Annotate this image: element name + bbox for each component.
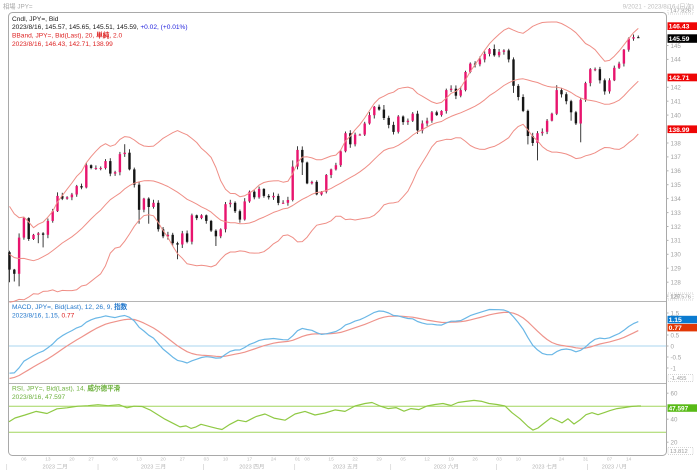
svg-text:|: | [390,465,392,471]
svg-text:14: 14 [626,457,632,463]
svg-text:138: 138 [671,140,682,147]
svg-text:127: 127 [671,293,682,300]
svg-text:145: 145 [671,43,682,50]
svg-text:01: 01 [295,457,301,463]
svg-text:2023/8/16, 146.43, 142.71, 138: 2023/8/16, 146.43, 142.71, 138.99 [12,41,113,48]
svg-text:2023/8/16, 47.597: 2023/8/16, 47.597 [12,394,65,401]
svg-text:20: 20 [69,457,75,463]
svg-text:129: 129 [671,266,682,273]
svg-text:2023 二月: 2023 二月 [43,464,68,471]
svg-text:2023 八月: 2023 八月 [602,464,627,471]
svg-text:2023 五月: 2023 五月 [333,464,358,471]
svg-text:07: 07 [607,457,613,463]
svg-text:40: 40 [671,417,678,424]
svg-text:138.99: 138.99 [669,127,690,134]
svg-text:MACD, JPY=, Bid(Last), 12, 26,: MACD, JPY=, Bid(Last), 12, 26, 9, 指数 [12,302,128,311]
svg-text:26: 26 [472,457,478,463]
svg-text:|: | [587,465,589,471]
svg-text:128: 128 [671,280,682,287]
svg-text:-0.5: -0.5 [671,354,682,361]
svg-text:13.812: 13.812 [670,449,688,455]
svg-text:13: 13 [45,457,51,463]
svg-text:27: 27 [180,457,186,463]
svg-text:|: | [496,465,498,471]
svg-text:2023 六月: 2023 六月 [434,463,459,471]
svg-text:2023/8/16, 145.57, 145.65, 145: 2023/8/16, 145.57, 145.65, 145.51, 145.5… [12,24,188,31]
svg-text:17: 17 [247,457,253,463]
svg-text:相場 JPY=: 相場 JPY= [3,2,33,11]
svg-text:20: 20 [160,457,166,463]
svg-text:142: 142 [671,85,682,92]
svg-text:136: 136 [671,168,682,175]
svg-text:2023/8/16, 1.15, 0.77: 2023/8/16, 1.15, 0.77 [12,313,75,320]
svg-text:-1.455: -1.455 [670,376,686,382]
svg-text:20: 20 [671,440,678,447]
svg-text:1.5: 1.5 [671,310,680,317]
svg-text:132: 132 [671,224,682,231]
svg-text:146.43: 146.43 [669,24,690,31]
svg-text:08: 08 [304,457,310,463]
svg-text:0: 0 [671,343,675,350]
svg-text:142.71: 142.71 [669,75,690,82]
svg-text:144: 144 [671,57,682,64]
svg-text:141: 141 [671,99,682,106]
svg-text:10: 10 [223,457,229,463]
svg-text:31: 31 [583,457,589,463]
svg-text:29: 29 [376,457,382,463]
svg-text:06: 06 [112,457,118,463]
svg-text:19: 19 [448,457,454,463]
svg-text:140: 140 [671,112,682,119]
svg-text:|: | [97,465,99,471]
svg-text:27: 27 [88,457,94,463]
svg-text:147.826: 147.826 [670,9,691,15]
svg-text:60: 60 [671,391,678,398]
svg-text:131: 131 [671,238,682,245]
svg-text:24: 24 [559,457,565,463]
svg-text:0.77: 0.77 [669,325,682,332]
svg-text:2023 七月: 2023 七月 [532,463,557,471]
svg-text:05: 05 [400,457,406,463]
svg-text:130: 130 [671,252,682,259]
svg-text:|: | [203,465,205,471]
svg-text:|: | [6,465,8,471]
svg-text:13: 13 [136,457,142,463]
svg-text:06: 06 [21,457,27,463]
svg-text:145.59: 145.59 [669,36,690,43]
svg-text:47.597: 47.597 [669,406,689,413]
svg-text:137: 137 [671,154,682,161]
svg-text:15: 15 [328,457,334,463]
svg-text:12: 12 [424,457,430,463]
svg-text:2023 三月: 2023 三月 [141,464,166,471]
svg-text:03: 03 [204,457,210,463]
svg-text:2023 四月: 2023 四月 [239,464,264,471]
svg-text:135: 135 [671,182,682,189]
svg-text:BBand, JPY=, Bid(Last), 20, 単純: BBand, JPY=, Bid(Last), 20, 単純, 2.0 [12,30,122,39]
svg-text:126.576: 126.576 [670,295,691,301]
svg-text:133: 133 [671,210,682,217]
svg-text:-1: -1 [671,365,677,372]
svg-text:1.15: 1.15 [669,317,682,324]
svg-text:9/2021 - 2023/8/16 (日次): 9/2021 - 2023/8/16 (日次) [623,2,694,11]
svg-text:Cndl, JPY=, Bid: Cndl, JPY=, Bid [12,16,59,23]
svg-text:|: | [294,465,296,471]
svg-text:RSI, JPY=, Bid(Last), 14, 威尔德平: RSI, JPY=, Bid(Last), 14, 威尔德平滑 [12,384,121,393]
svg-text:10: 10 [516,457,522,463]
svg-text:134: 134 [671,196,682,203]
svg-text:0.5: 0.5 [671,332,680,339]
svg-text:24: 24 [271,457,277,463]
svg-text:03: 03 [496,457,502,463]
svg-text:22: 22 [352,457,358,463]
